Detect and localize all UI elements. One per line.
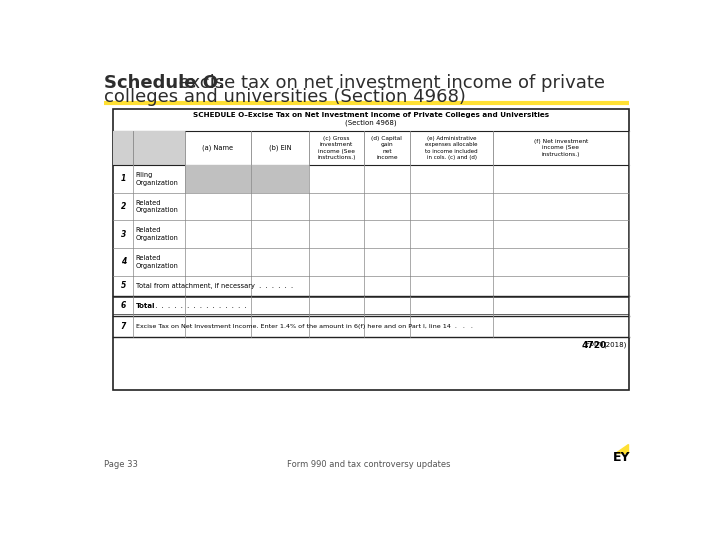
Text: Excise Tax on Net Investment Income. Enter 1.4% of the amount in 6(f) here and o: Excise Tax on Net Investment Income. Ent… xyxy=(136,324,472,329)
Text: excise tax on net investment income of private: excise tax on net investment income of p… xyxy=(173,74,605,92)
Text: Page 33: Page 33 xyxy=(104,460,138,469)
Bar xyxy=(113,131,184,165)
Text: Related
Organization: Related Organization xyxy=(136,227,179,241)
Text: colleges and universities (Section 4968): colleges and universities (Section 4968) xyxy=(104,88,466,106)
Polygon shape xyxy=(616,444,628,453)
Text: 7: 7 xyxy=(121,322,126,331)
Text: (Section 4968): (Section 4968) xyxy=(345,119,397,126)
Text: Schedule O:: Schedule O: xyxy=(104,74,225,92)
Text: (a) Name: (a) Name xyxy=(202,145,233,151)
Text: Form: Form xyxy=(585,341,606,347)
Text: 4: 4 xyxy=(121,258,126,266)
Text: Total from attachment, if necessary  .  .  .  .  .  .: Total from attachment, if necessary . . … xyxy=(136,283,293,289)
Text: 4720: 4720 xyxy=(582,341,607,350)
Text: (f) Net investment
income (See
instructions.): (f) Net investment income (See instructi… xyxy=(534,139,588,157)
Text: 1: 1 xyxy=(121,174,126,183)
Text: Filing
Organization: Filing Organization xyxy=(136,172,179,186)
Text: (b) EIN: (b) EIN xyxy=(269,145,292,151)
Text: Related
Organization: Related Organization xyxy=(136,255,179,269)
Text: Total: Total xyxy=(136,303,156,309)
Text: Form 990 and tax controversy updates: Form 990 and tax controversy updates xyxy=(287,460,451,469)
Text: (d) Capital
gain
net
income: (d) Capital gain net income xyxy=(372,136,402,160)
Text: SCHEDULE O–Excise Tax on Net Investment Income of Private Colleges and Universit: SCHEDULE O–Excise Tax on Net Investment … xyxy=(193,112,549,118)
Text: 3: 3 xyxy=(121,230,126,239)
Text: (e) Administrative
expenses allocable
to income included
in cols. (c) and (d): (e) Administrative expenses allocable to… xyxy=(426,136,478,160)
Bar xyxy=(113,110,629,390)
Text: 2: 2 xyxy=(121,202,126,211)
Text: 6: 6 xyxy=(121,301,126,310)
Text: Related
Organization: Related Organization xyxy=(136,200,179,213)
Text: (2018): (2018) xyxy=(603,341,627,348)
Text: EY: EY xyxy=(613,451,631,464)
Text: (c) Gross
investment
income (See
instructions.): (c) Gross investment income (See instruc… xyxy=(318,136,356,160)
Bar xyxy=(184,165,251,193)
Bar xyxy=(251,165,310,193)
Text: .  .  .  .  .  .  .  .  .  .  .  .  .  .  .: . . . . . . . . . . . . . . . xyxy=(151,303,247,309)
Text: 5: 5 xyxy=(121,281,126,291)
